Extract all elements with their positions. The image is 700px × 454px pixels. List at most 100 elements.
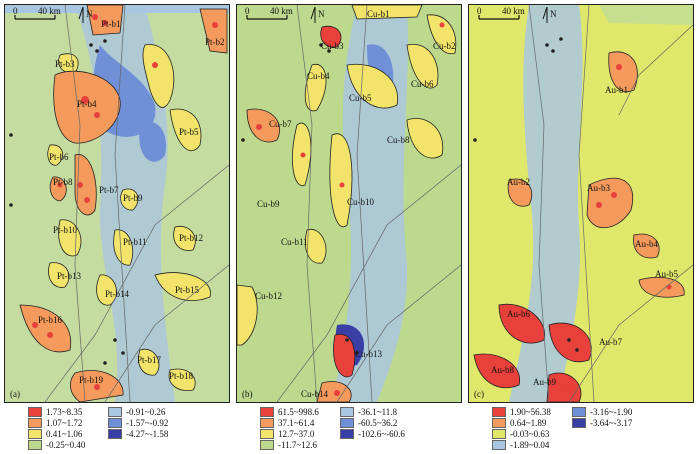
anomaly-zone (586, 177, 633, 229)
anomaly-label: Cu-b14 (301, 389, 329, 399)
low-zone (509, 5, 583, 402)
anomaly-label: Au-b9 (533, 377, 556, 387)
anomaly-labels: Cu-b1 Cu-b2 Cu-b3 Cu-b4 Cu-b5 Cu-b6 Cu-b… (255, 9, 456, 399)
legend-range: -3.64~-3.17 (590, 417, 633, 428)
scale-bar: 0 40 km (245, 6, 293, 20)
anomaly-zone (173, 225, 196, 251)
legend-range: -1.57~-0.92 (126, 417, 169, 428)
high-dots (515, 64, 672, 394)
anomaly-label: Pt-b18 (169, 371, 194, 381)
map-b-canvas: 0 40 km N Cu-b1 Cu-b2 Cu-b3 Cu-b4 Cu-b5 … (237, 5, 461, 402)
anomaly-label: Pt-b19 (79, 375, 104, 385)
anomaly-label: Au-b4 (635, 239, 658, 249)
anomaly-label: Au-b1 (605, 85, 628, 95)
scale-zero: 0 (477, 6, 482, 16)
anomaly-label: Au-b6 (507, 309, 530, 319)
legend-swatch (28, 406, 42, 417)
legend-swatch (260, 439, 274, 450)
legend-range: 0.41~1.06 (46, 428, 83, 439)
scale-bar: 0 40 km (13, 6, 61, 20)
fault-lines (44, 5, 229, 402)
legend-item: 12.7~37.0 (260, 428, 319, 439)
anomaly-labels: Pt-b1 Pt-b2 Pt-b3 Pt-b4 Pt-b5 Pt-b6 Pt-b… (38, 19, 225, 385)
anomaly-label: Pt-b6 (49, 152, 69, 162)
scale-label: 40 km (270, 6, 293, 16)
anomaly-label: Pt-b12 (179, 233, 203, 243)
anomaly-zone (47, 144, 64, 166)
legend-item: -0.03~0.63 (492, 428, 551, 439)
legend-swatch (28, 428, 42, 439)
legend-range: -60.5~36.2 (358, 417, 398, 428)
legend-item: -3.16~-1.90 (572, 406, 632, 417)
north-arrow: N (78, 6, 93, 23)
fault-lines (528, 5, 693, 402)
legend-item: -3.64~-3.17 (572, 417, 632, 428)
legend-column: -0.91~0.26 -1.57~-0.92 -4.27~-1.58 (108, 406, 168, 439)
anomaly-label: Au-b7 (599, 337, 622, 347)
north-label: N (550, 9, 557, 19)
legend-range: -102.6~-60.6 (358, 428, 405, 439)
legend-swatch (108, 406, 122, 417)
legend-item: 1.90~56.38 (492, 406, 551, 417)
anomaly-zone (49, 176, 67, 202)
legend-column: 61.5~998.6 37.1~61.4 12.7~37.0 -11.7~12.6 (260, 406, 319, 450)
anomaly-zone (426, 14, 457, 55)
legend-item: 1.73~8.35 (28, 406, 85, 417)
anomaly-labels: Au-b1 Au-b2 Au-b3 Au-b4 Au-b5 Au-b6 Au-b… (491, 85, 678, 387)
north-label: N (86, 9, 93, 19)
anomaly-label: Pt-b10 (53, 225, 78, 235)
anomaly-label: Cu-b11 (281, 237, 308, 247)
anomaly-label: Pt-b7 (99, 185, 119, 195)
anomaly-zone (48, 262, 70, 288)
legend-swatch (260, 417, 274, 428)
anomaly-zone (329, 133, 353, 228)
anomaly-zone (199, 8, 228, 54)
legend-swatch (260, 406, 274, 417)
scale-label: 40 km (502, 6, 525, 16)
legend-swatch (28, 439, 42, 450)
legend-swatch (108, 417, 122, 428)
legend-swatch (492, 428, 506, 439)
anomaly-zone (113, 229, 134, 266)
anomaly-zone (406, 118, 444, 159)
high-dots (256, 22, 445, 396)
north-label: N (318, 9, 325, 19)
anomaly-zone (351, 5, 423, 20)
anomaly-label: Cu-b13 (355, 349, 383, 359)
legend-c: 1.90~56.38 0.64~1.89 -0.03~0.63 -1.89~0.04-… (472, 406, 694, 452)
scale-zero: 0 (13, 6, 18, 16)
anomaly-zone (305, 229, 327, 264)
legend-range: -36.1~11.8 (358, 406, 398, 417)
legend-swatch (572, 406, 586, 417)
legend-item: -4.27~-1.58 (108, 428, 168, 439)
map-c-canvas: 0 40 km N Au-b1 Au-b2 Au-b3 Au-b4 Au-b5 … (469, 5, 693, 402)
anomaly-zone (473, 353, 520, 389)
legend-item: -11.7~12.6 (260, 439, 319, 450)
anomaly-label: Pt-b14 (105, 289, 130, 299)
legend-swatch (340, 406, 354, 417)
legend-column: 1.90~56.38 0.64~1.89 -0.03~0.63 -1.89~0.04 (492, 406, 551, 450)
anomaly-zone (169, 108, 202, 152)
legend-range: 61.5~998.6 (278, 406, 319, 417)
legend-range: 12.7~37.0 (278, 428, 315, 439)
legend-item: 0.64~1.89 (492, 417, 551, 428)
low-zone (599, 5, 693, 25)
anomaly-label: Cu-b7 (269, 119, 292, 129)
legend-range: -4.27~-1.58 (126, 428, 169, 439)
legend-item: -1.57~-0.92 (108, 417, 168, 428)
legend-range: -3.16~-1.90 (590, 406, 633, 417)
anomaly-label: Pt-b5 (179, 127, 199, 137)
legend-item: 37.1~61.4 (260, 417, 319, 428)
anomaly-label: Au-b5 (655, 269, 678, 279)
anomaly-zone (346, 63, 399, 109)
north-arrow: N (542, 6, 557, 23)
panel-caption: (b) (242, 389, 253, 399)
legend-swatch (492, 417, 506, 428)
legend-b: 61.5~998.6 37.1~61.4 12.7~37.0 -11.7~12.6 -3… (240, 406, 462, 452)
anomaly-zone (96, 274, 117, 306)
anomaly-zone (138, 348, 160, 376)
anomaly-zone (406, 43, 439, 89)
legend-swatch (492, 406, 506, 417)
anomaly-label: Cu-b4 (307, 71, 330, 81)
anomaly-label: Cu-b2 (433, 41, 456, 51)
